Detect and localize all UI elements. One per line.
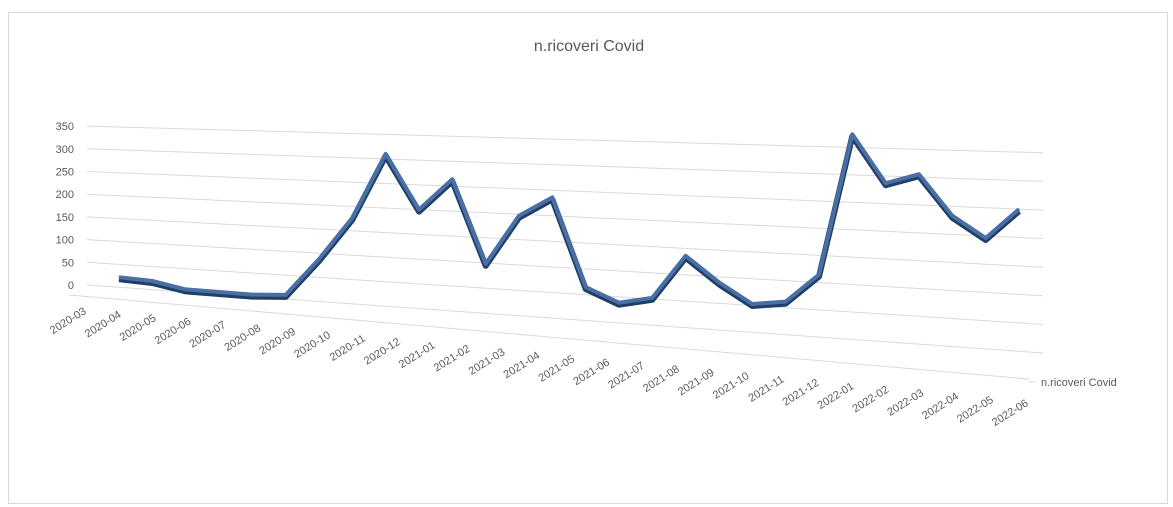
x-tick-label: 2020-09 <box>257 326 298 358</box>
x-tick-label: 2022-04 <box>920 391 961 423</box>
x-tick-label: 2022-03 <box>885 387 926 419</box>
data-point <box>885 182 887 184</box>
x-tick-label: 2021-06 <box>571 356 612 388</box>
x-tick-label: 2020-05 <box>118 312 159 344</box>
data-point <box>485 263 487 265</box>
data-point <box>351 217 353 219</box>
data-point <box>318 258 320 260</box>
data-point <box>418 209 420 211</box>
gridline <box>86 125 1044 154</box>
data-point <box>985 237 987 239</box>
data-point <box>251 294 253 296</box>
data-point <box>1018 208 1020 210</box>
x-tick-label: 2021-09 <box>676 367 717 399</box>
data-point <box>218 291 220 293</box>
x-tick-label: 2022-01 <box>816 380 857 412</box>
data-point <box>518 215 520 217</box>
x-tick-label: 2020-03 <box>48 305 89 337</box>
x-tick-label: 2021-05 <box>536 353 577 385</box>
gridline <box>86 239 1044 297</box>
x-tick-label: 2020-10 <box>292 329 333 361</box>
series-line-shadow <box>118 133 1021 309</box>
data-point <box>185 288 187 291</box>
x-tick-label: 2020-07 <box>188 319 229 351</box>
data-point <box>718 281 720 283</box>
x-tick-label: 2021-12 <box>781 377 822 409</box>
data-point <box>585 286 587 288</box>
data-point <box>118 276 120 278</box>
y-tick-label: 350 <box>56 121 74 133</box>
x-tick-label: 2022-06 <box>990 397 1031 429</box>
y-tick-label: 0 <box>68 280 74 292</box>
x-tick-label: 2021-08 <box>641 363 682 395</box>
x-tick-label: 2020-06 <box>153 316 194 348</box>
x-tick-label: 2022-02 <box>850 384 891 416</box>
x-tick-label: 2021-01 <box>397 339 438 371</box>
y-tick-label: 150 <box>56 212 74 224</box>
data-point <box>818 273 820 276</box>
y-tick-label: 50 <box>62 257 74 269</box>
y-tick-label: 100 <box>56 235 74 247</box>
data-point <box>751 303 753 305</box>
x-tick-label: 2021-07 <box>606 360 647 392</box>
data-point <box>151 280 153 282</box>
gridline <box>86 193 1044 240</box>
data-point <box>785 300 787 303</box>
data-point <box>451 178 453 180</box>
gridline <box>86 261 1044 325</box>
line-chart: n.ricoveri Covid 0 50 100 150 200 250 300 350 202… <box>48 38 1117 429</box>
data-point <box>851 133 853 135</box>
data-point <box>951 215 953 217</box>
series-line <box>118 132 1021 306</box>
data-point <box>918 173 920 175</box>
x-tick-label: 2021-02 <box>432 343 473 375</box>
x-tick-label: 2022-05 <box>955 394 996 426</box>
x-tick-label: 2020-12 <box>362 336 403 368</box>
x-tick-label: 2021-04 <box>502 350 543 382</box>
data-point <box>651 297 653 299</box>
x-tick-label: 2020-08 <box>222 322 263 354</box>
chart-frame: n.ricoveri Covid 0 50 100 150 200 250 300 350 202… <box>8 12 1168 504</box>
x-tick-label: 2020-04 <box>83 309 124 341</box>
chart-title: n.ricoveri Covid <box>534 38 644 55</box>
x-tick-label: 2021-11 <box>746 374 786 405</box>
x-tick-label: 2021-10 <box>711 370 752 402</box>
gridline <box>86 171 1044 211</box>
data-point <box>285 294 287 296</box>
series-axis-label: n.ricoveri Covid <box>1041 377 1117 389</box>
x-tick-label: 2020-11 <box>328 333 368 364</box>
y-tick-label: 300 <box>56 144 74 156</box>
x-tick-label: 2021-03 <box>467 346 508 378</box>
data-point <box>385 153 387 155</box>
y-tick-label: 200 <box>56 189 74 201</box>
y-tick-label: 250 <box>56 167 74 179</box>
data-point <box>685 255 687 257</box>
data-point <box>551 196 553 198</box>
data-point <box>618 302 620 304</box>
gridline <box>86 148 1044 182</box>
floor-line <box>68 294 1030 380</box>
